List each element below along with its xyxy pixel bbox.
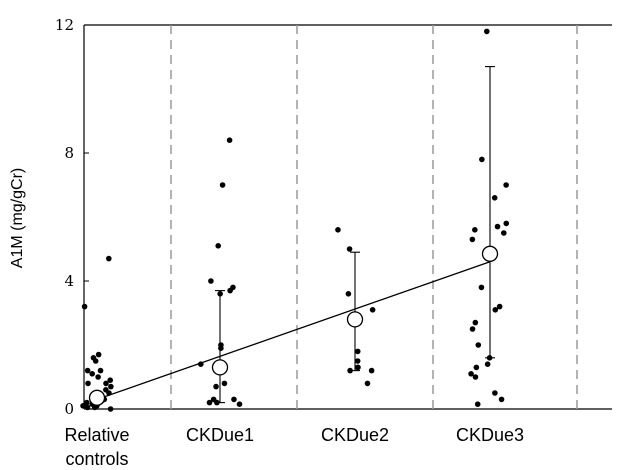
data-point	[89, 371, 96, 377]
y-axis-label: A1M (mg/gCr)	[9, 168, 26, 268]
data-point	[483, 28, 490, 35]
data-point	[236, 401, 243, 408]
data-point	[503, 182, 509, 188]
mean-marker	[481, 245, 499, 262]
data-point	[475, 342, 482, 348]
data-point	[354, 358, 361, 364]
data-point	[208, 278, 214, 284]
data-point	[503, 220, 510, 227]
data-point	[84, 404, 91, 411]
data-point	[491, 195, 498, 201]
data-point	[95, 351, 102, 358]
data-point	[106, 255, 112, 262]
data-point	[84, 399, 90, 406]
data-point	[472, 227, 478, 233]
x-axis-labels: Relative controls CKDue1 CKDue2 CKDue3	[64, 425, 524, 469]
data-point	[108, 383, 114, 390]
y-axis-ticks: 0 4 8 12	[55, 16, 89, 418]
data-point	[219, 182, 226, 188]
data-point	[107, 377, 114, 384]
data-point	[215, 243, 221, 249]
group-separators	[170, 25, 578, 409]
plot-frame	[83, 24, 612, 410]
data-point	[492, 390, 498, 396]
data-point	[197, 361, 204, 368]
data-point	[478, 284, 485, 291]
data-point	[231, 396, 237, 403]
data-point	[92, 358, 99, 364]
data-point	[221, 380, 228, 387]
data-point	[206, 399, 213, 406]
y-tick-label: 12	[55, 16, 74, 34]
data-point	[473, 364, 480, 371]
data-point	[213, 383, 219, 390]
mean-marker	[88, 389, 106, 406]
data-point	[486, 355, 493, 361]
data-point	[469, 236, 476, 243]
x-tick-label: CKDue2	[321, 425, 389, 445]
data-point	[354, 364, 361, 371]
group-means	[88, 245, 499, 406]
data-point	[81, 303, 88, 310]
x-tick-label: Relative controls	[64, 425, 129, 469]
trend-line-segment	[96, 261, 491, 401]
mean-marker	[346, 311, 364, 328]
data-point	[498, 396, 505, 403]
data-point	[103, 380, 109, 387]
data-point	[364, 380, 371, 387]
data-points	[80, 28, 510, 412]
data-point	[468, 371, 474, 377]
data-point	[472, 374, 479, 380]
data-point	[218, 345, 224, 352]
data-point	[84, 367, 91, 374]
data-point	[472, 319, 479, 326]
data-point	[496, 303, 503, 310]
data-point	[85, 380, 91, 387]
data-point	[354, 348, 361, 355]
data-point	[226, 137, 233, 143]
data-point	[95, 374, 101, 380]
data-point	[107, 406, 114, 412]
data-point	[97, 367, 104, 374]
data-point	[217, 291, 223, 297]
data-point	[346, 246, 353, 252]
y-tick-label: 0	[64, 400, 74, 418]
data-point	[106, 390, 112, 396]
data-point	[335, 227, 341, 233]
error-bars	[215, 66, 495, 404]
y-tick-label: 8	[64, 144, 74, 162]
data-point	[368, 367, 375, 374]
data-point	[80, 403, 86, 409]
data-point	[494, 223, 501, 230]
x-tick-label: CKDue3	[456, 425, 524, 445]
data-point	[227, 287, 233, 294]
data-point	[474, 401, 481, 408]
data-point	[214, 399, 220, 406]
data-point	[492, 307, 499, 313]
data-point	[469, 326, 476, 332]
y-tick-label: 4	[64, 272, 74, 290]
data-point	[345, 291, 352, 297]
mean-marker	[211, 359, 229, 376]
data-point	[484, 361, 491, 368]
data-point	[347, 367, 353, 374]
data-point	[479, 156, 485, 163]
trend-line	[96, 261, 491, 401]
x-tick-label: CKDue1	[186, 425, 254, 445]
data-point	[91, 404, 98, 411]
data-point	[500, 230, 507, 236]
data-point	[369, 307, 376, 313]
